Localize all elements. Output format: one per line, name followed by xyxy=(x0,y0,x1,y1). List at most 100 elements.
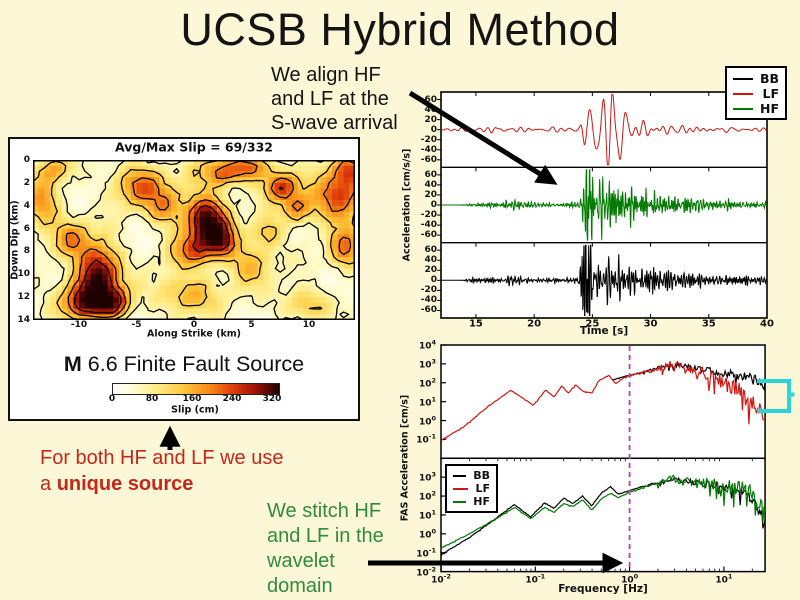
slipmap-xtick: 10 xyxy=(302,320,316,330)
timeseries-frame xyxy=(440,91,768,319)
timeseries-xtick: 35 xyxy=(701,318,716,330)
fault-caption: M 6.6 Finite Fault Source xyxy=(9,352,359,377)
magnitude-symbol: M xyxy=(63,352,82,376)
slipmap-ytick: 6 xyxy=(23,223,30,234)
legend-label: LF xyxy=(762,86,779,101)
legend-swatch xyxy=(733,92,753,95)
timeseries-ytick: -20 xyxy=(420,285,437,296)
spectrum-BB xyxy=(612,361,766,391)
fas-frame xyxy=(440,344,766,460)
timeseries-ytick: 0 xyxy=(430,200,437,210)
timeseries-ytick: -60 xyxy=(420,230,437,241)
timeseries-ytick: -40 xyxy=(420,144,437,155)
fas-ytick: 100 xyxy=(418,414,436,428)
legend-swatch xyxy=(733,77,753,80)
fas-ytick: 101 xyxy=(418,508,436,522)
slipmap-ytick: 14 xyxy=(17,315,30,325)
fas-yaxis-label: FAS Acceleration [cm/s] xyxy=(399,394,411,522)
timeseries-ytick: -20 xyxy=(420,210,437,221)
annotation-line: domain xyxy=(267,575,333,597)
legend-swatch xyxy=(453,500,467,503)
annotation-stitch: We stitch HF and LF in the wavelet domai… xyxy=(267,499,384,599)
slide-title: UCSB Hybrid Method xyxy=(180,4,620,55)
annotation-align-hf-lf: We align HF and LF at the S-wave arrival xyxy=(271,63,398,135)
annotation-line: We align HF xyxy=(271,64,381,86)
timeseries-ytick: 20 xyxy=(424,265,437,276)
fas-ytick: 103 xyxy=(418,357,436,371)
colorbar-tick: 0 xyxy=(108,394,116,404)
fas-ytick: 10-2 xyxy=(416,565,436,579)
fas-ytick: 10-1 xyxy=(416,432,436,446)
timeseries-legend: BB LF HF xyxy=(725,66,787,120)
timeseries-ytick: -40 xyxy=(420,220,437,231)
timeseries-ytick: 40 xyxy=(424,179,437,190)
annotation-line: S-wave arrival xyxy=(271,112,398,134)
fas-legend: BB LF HF xyxy=(445,464,498,513)
timeseries-ytick: 0 xyxy=(430,275,437,286)
annotation-unique-source: For both HF and LF we use a unique sourc… xyxy=(40,445,283,497)
fault-caption-text: 6.6 Finite Fault Source xyxy=(81,352,305,376)
fas-ytick: 102 xyxy=(418,376,436,390)
slipmap-xtick: -5 xyxy=(131,320,142,330)
legend-entry: LF xyxy=(733,86,779,101)
annotation-line: For both HF and LF we use xyxy=(40,447,284,469)
slipmap-ytick: 10 xyxy=(17,269,30,280)
legend-label: BB xyxy=(473,469,490,482)
timeseries-yaxis-label: Acceleration [cm/s/s] xyxy=(401,148,413,262)
annotation-bold: unique source xyxy=(56,473,194,495)
annotation-line: We stitch HF xyxy=(267,500,382,522)
slipmap-ytick: 8 xyxy=(23,246,30,257)
legend-label: LF xyxy=(475,482,490,495)
legend-label: HF xyxy=(759,101,779,116)
fas-ytick: 103 xyxy=(418,470,436,484)
legend-entry: HF xyxy=(453,495,490,508)
timeseries-ytick: 40 xyxy=(424,104,437,115)
timeseries-xtick: 40 xyxy=(760,318,774,330)
legend-label: HF xyxy=(473,495,490,508)
colorbar-label: Slip (cm) xyxy=(171,404,219,416)
slip-map-yaxis-label: Down Dip (km) xyxy=(9,200,21,280)
legend-swatch xyxy=(453,487,468,490)
annotation-line: a xyxy=(40,473,57,495)
colorbar-tick: 160 xyxy=(182,394,202,404)
colorbar-tick: 240 xyxy=(222,394,242,404)
timeseries-ytick: 60 xyxy=(424,169,437,180)
fas-ytick: 102 xyxy=(418,489,436,503)
slipmap-ytick: 12 xyxy=(17,292,30,303)
annotation-line: and LF at the xyxy=(271,88,389,110)
timeseries-ytick: 60 xyxy=(424,94,437,105)
timeseries-ytick: -20 xyxy=(420,134,437,145)
slipmap-xtick: 0 xyxy=(190,320,198,330)
fas-xtick: 100 xyxy=(621,572,639,586)
timeseries-ytick: -60 xyxy=(420,154,437,165)
slip-map-xaxis-label: Along Strike (km) xyxy=(146,328,242,340)
annotation-line: wavelet xyxy=(267,550,335,572)
trace-HF xyxy=(441,169,768,241)
slip-map-canvas xyxy=(33,160,355,320)
fas-xtick: 10-2 xyxy=(431,572,451,586)
timeseries-ytick: 20 xyxy=(424,114,437,125)
colorbar-tick: 80 xyxy=(145,394,159,404)
slipmap-ytick: 4 xyxy=(23,200,30,211)
fas-ytick: 10-1 xyxy=(416,546,436,560)
legend-label: BB xyxy=(759,71,779,86)
timeseries-xtick: 20 xyxy=(527,318,542,330)
fas-xtick: 101 xyxy=(715,572,733,586)
slipmap-ytick: 0 xyxy=(23,155,30,165)
slip-colorbar xyxy=(112,383,280,395)
legend-swatch xyxy=(733,107,753,110)
timeseries-ytick: 40 xyxy=(424,255,437,266)
highlight-bracket xyxy=(757,379,795,413)
annotation-line: and LF in the xyxy=(267,525,384,547)
fas-ytick: 101 xyxy=(418,395,436,409)
fas-ytick: 104 xyxy=(418,338,436,352)
spectrum-LF xyxy=(440,360,766,441)
fas-xaxis-label: Frequency [Hz] xyxy=(558,583,648,595)
legend-entry: BB xyxy=(453,469,490,482)
trace-LF xyxy=(441,94,768,166)
timeseries-ytick: -60 xyxy=(420,305,437,316)
fas-xtick: 10-1 xyxy=(525,572,546,586)
timeseries-ytick: -40 xyxy=(420,295,437,306)
fas-ytick: 100 xyxy=(418,527,436,541)
